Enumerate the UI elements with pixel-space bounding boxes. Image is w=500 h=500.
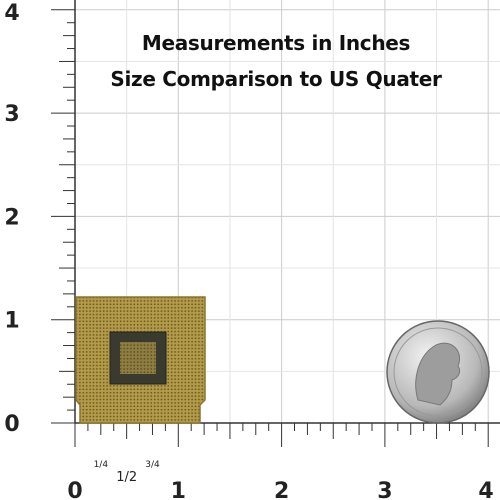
y-label: 4 [4,1,19,26]
title-line2: Size Comparison to US Quater [110,67,442,91]
x-label: 3 [377,479,392,500]
x-label: 1 [171,479,186,500]
x-label: 4 [478,479,493,500]
coin-rim [393,327,483,417]
labels: 0 1 2 3 4 0 1 2 3 4 1/4 1/2 3/4 [4,1,493,500]
y-label: 2 [4,205,19,230]
fraction-label: 3/4 [145,460,160,470]
cpu-center-pins [120,342,156,374]
coin-profile [415,342,461,406]
y-label: 1 [4,309,19,334]
fraction-label: 1/4 [94,460,109,470]
grid [75,0,500,423]
title-line1: Measurements in Inches [142,31,410,55]
quarter [386,320,490,424]
y-label: 3 [4,102,19,127]
cpu [75,296,206,424]
y-label: 0 [4,412,19,437]
x-label: 2 [274,479,289,500]
fraction-label: 1/2 [116,470,137,485]
x-label: 0 [67,479,82,500]
